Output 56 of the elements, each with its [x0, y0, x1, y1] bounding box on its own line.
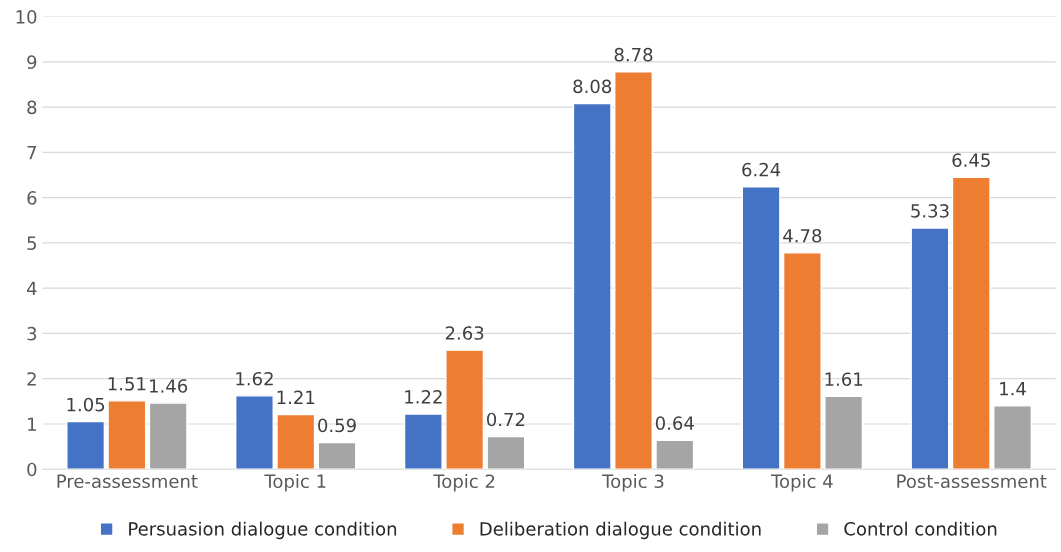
x-tick-label: Topic 2 [433, 474, 495, 492]
legend-label: Persuasion dialogue condition [129, 521, 397, 540]
data-label: 4.78 [783, 228, 822, 243]
bar [403, 413, 443, 470]
bar [910, 227, 950, 470]
y-tick-label: 8 [27, 100, 37, 115]
y-tick-label: 1 [28, 417, 36, 431]
y-tick-label: 0 [27, 462, 37, 477]
bar [824, 395, 864, 470]
data-label: 1.21 [277, 390, 315, 404]
data-label: 0.59 [318, 418, 356, 433]
x-tick-label: Topic 3 [602, 474, 664, 492]
bar [782, 252, 822, 470]
bar [655, 439, 695, 470]
bar [614, 71, 653, 470]
bar [741, 186, 781, 470]
bar [107, 400, 147, 470]
y-tick-label: 10 [16, 10, 37, 24]
x-tick-label: Pre-assessment [57, 474, 198, 489]
bar [572, 102, 612, 470]
y-tick-label: 4 [26, 281, 37, 295]
legend-label: Deliberation dialogue condition [480, 521, 761, 540]
data-label: 0.64 [655, 416, 694, 430]
y-tick-label: 6 [27, 191, 37, 205]
data-label: 6.24 [742, 162, 781, 177]
bar [486, 435, 526, 470]
y-tick-label: 3 [27, 326, 37, 341]
y-tick-label: 2 [27, 372, 36, 386]
bar [445, 349, 485, 470]
data-label: 8.08 [573, 79, 612, 94]
bar [148, 402, 188, 470]
data-label: 1.4 [1000, 382, 1026, 396]
x-tick-label: Topic 1 [264, 474, 326, 492]
data-label: 2.63 [445, 326, 484, 340]
data-label: 1.22 [405, 390, 442, 404]
y-tick-label: 9 [27, 55, 37, 69]
x-tick-label: Topic 4 [771, 474, 833, 492]
y-tick-label: 7 [27, 146, 37, 160]
bar [951, 176, 991, 470]
data-label: 5.33 [911, 204, 949, 218]
data-label: 0.72 [487, 412, 525, 427]
data-label: 8.78 [614, 47, 653, 62]
bar [317, 441, 357, 470]
y-tick-label: 5 [27, 236, 36, 250]
data-label: 1.05 [67, 397, 105, 412]
data-label: 1.51 [108, 377, 146, 391]
legend-label: Control condition [844, 521, 997, 536]
bar [235, 395, 274, 470]
bar [993, 405, 1032, 470]
bar [66, 420, 106, 470]
data-label: 1.46 [150, 379, 188, 393]
data-label: 6.45 [952, 153, 990, 167]
data-label: 1.61 [825, 372, 863, 387]
bar [276, 413, 316, 470]
x-tick-label: Post-assessment [897, 474, 1047, 489]
data-label: 1.62 [236, 371, 273, 386]
